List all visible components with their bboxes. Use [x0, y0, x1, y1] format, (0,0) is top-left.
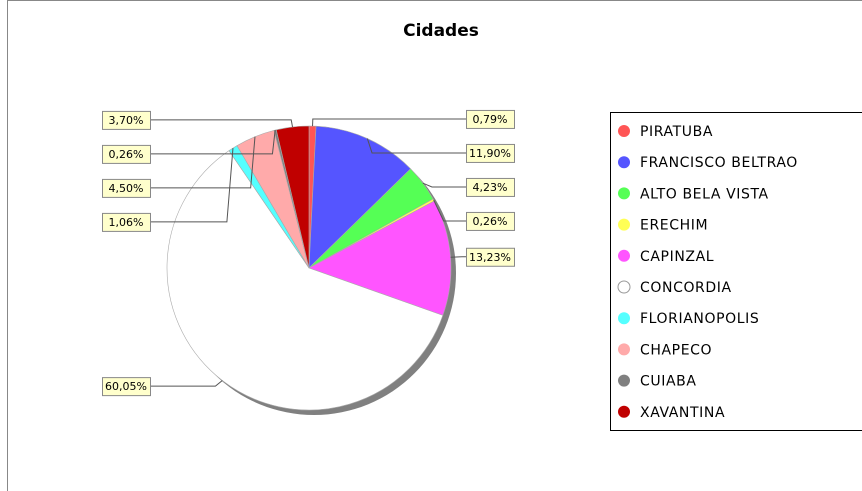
legend-label: CAPINZAL	[640, 249, 714, 265]
legend-box	[610, 112, 862, 431]
label-box	[102, 110, 151, 130]
leader-line	[450, 256, 466, 258]
label-box	[102, 178, 151, 198]
label-box	[102, 212, 151, 232]
legend-swatch	[617, 280, 631, 294]
legend-swatch	[618, 343, 630, 356]
legend-label: XAVANTINA	[640, 405, 725, 421]
value-label: 60,05%	[105, 380, 147, 393]
value-label: 3,70%	[109, 114, 144, 127]
label-box	[102, 377, 151, 397]
label-box	[466, 109, 515, 129]
legend-label: CONCORDIA	[640, 280, 732, 296]
value-label: 4,50%	[109, 182, 144, 195]
value-label: 4,23%	[473, 181, 508, 194]
label-box	[102, 144, 151, 164]
leader-line	[312, 118, 466, 127]
legend-label: CHAPECO	[640, 342, 712, 358]
legend-swatch	[618, 187, 630, 200]
legend-label: CUIABA	[640, 374, 697, 390]
value-label: 0,26%	[473, 215, 508, 228]
chart-title: Cidades	[403, 21, 479, 41]
value-label: 0,79%	[473, 113, 508, 126]
value-label: 0,26%	[109, 148, 144, 161]
pie-slice	[275, 125, 310, 269]
legend-label: ALTO BELA VISTA	[640, 186, 769, 202]
label-box	[466, 143, 515, 163]
chart-frame	[7, 0, 862, 491]
legend-label: FRANCISCO BELTRAO	[640, 155, 798, 171]
leader-line	[150, 119, 294, 128]
leader-line	[150, 148, 234, 223]
legend-swatch	[618, 218, 630, 231]
legend-swatch	[618, 374, 630, 387]
label-box	[466, 211, 515, 231]
legend-swatch	[618, 249, 630, 262]
legend-swatch	[618, 125, 630, 137]
value-label: 11,90%	[469, 147, 511, 160]
leader-line	[422, 182, 466, 188]
leader-line	[433, 199, 466, 222]
leader-line	[366, 138, 466, 154]
legend-label: FLORIANOPOLIS	[640, 311, 759, 327]
legend-label: PIRATUBA	[640, 124, 713, 140]
value-label: 13,23%	[469, 251, 511, 264]
legend-swatch	[618, 156, 630, 169]
label-box	[466, 177, 515, 197]
legend-swatch	[618, 405, 630, 418]
value-label: 1,06%	[109, 216, 144, 229]
leader-line	[150, 130, 276, 155]
legend-label: ERECHIM	[640, 218, 708, 234]
leader-line	[150, 380, 223, 387]
label-box	[466, 247, 515, 267]
legend-swatch	[618, 312, 630, 325]
